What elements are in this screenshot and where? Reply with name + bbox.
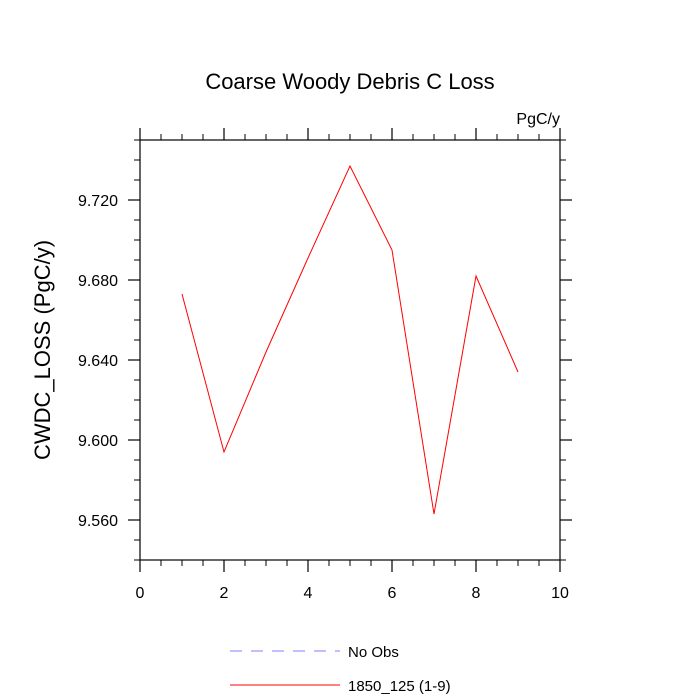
- x-tick-label: 4: [304, 585, 313, 602]
- y-tick-label: 9.680: [78, 273, 118, 290]
- y-tick-label: 9.720: [78, 193, 118, 210]
- x-tick-label: 6: [388, 585, 397, 602]
- units-label: PgC/y: [516, 111, 560, 128]
- x-tick-label: 10: [551, 585, 569, 602]
- x-tick-label: 8: [472, 585, 481, 602]
- legend: No Obs 1850_125 (1-9): [230, 644, 451, 695]
- series-layer: [181, 164, 519, 515]
- y-tick-label: 9.600: [78, 433, 118, 450]
- series-line: [181, 164, 519, 515]
- legend-label: No Obs: [348, 644, 399, 661]
- y-tick-label: 9.640: [78, 353, 118, 370]
- x-tick-label: 2: [220, 585, 229, 602]
- chart-title: Coarse Woody Debris C Loss: [205, 69, 494, 94]
- axis-ticks: [128, 128, 572, 572]
- legend-label: 1850_125 (1-9): [348, 678, 451, 695]
- y-axis-label: CWDC_LOSS (PgC/y): [30, 240, 55, 460]
- plot-frame: [139, 139, 561, 561]
- x-tick-label: 0: [136, 585, 145, 602]
- tick-labels: 0 2 4 6 8 10 9.560 9.600 9.640 9.680 9.720: [78, 193, 569, 602]
- y-tick-label: 9.560: [78, 513, 118, 530]
